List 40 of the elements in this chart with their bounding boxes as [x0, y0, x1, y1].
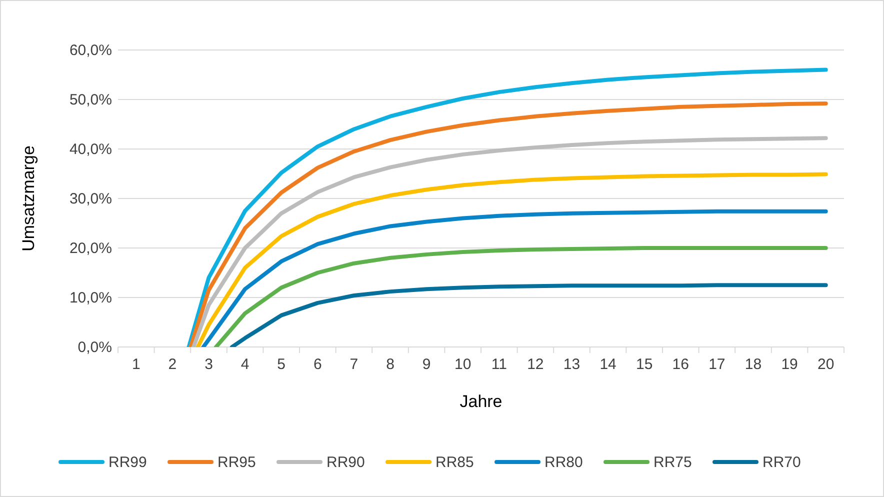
- x-tick-label: 8: [386, 356, 394, 373]
- legend-label: RR99: [108, 454, 147, 471]
- x-axis-title: Jahre: [460, 392, 502, 411]
- line-series: [214, 246, 828, 347]
- y-tick-label: 10,0%: [69, 290, 112, 306]
- line-series: [230, 283, 828, 347]
- x-tick-label: 5: [277, 356, 286, 373]
- y-axis-title: Umsatzmarge: [19, 146, 38, 252]
- x-tick-label: 15: [636, 356, 653, 373]
- legend-label: RR80: [544, 454, 583, 471]
- x-tick-label: 17: [708, 356, 726, 373]
- x-tick-label: 1: [132, 356, 140, 373]
- x-tick-label: 13: [563, 356, 580, 373]
- x-tick-label: 19: [781, 356, 798, 373]
- legend-label: RR70: [762, 454, 801, 471]
- x-tick-label: 3: [204, 356, 213, 373]
- y-tick-label: 0,0%: [78, 339, 112, 356]
- y-tick-label: 50,0%: [69, 92, 112, 108]
- x-tick-label: 14: [600, 356, 616, 373]
- x-tick-label: 2: [168, 356, 177, 373]
- legend-label: RR75: [654, 454, 692, 471]
- y-tick-label: 20,0%: [69, 240, 112, 257]
- x-tick-label: 9: [422, 356, 431, 373]
- x-tick-label: 18: [744, 356, 762, 373]
- line-series: [196, 172, 828, 347]
- x-tick-label: 6: [313, 356, 322, 373]
- legend-label: RR85: [436, 454, 474, 471]
- x-tick-label: 7: [350, 356, 358, 373]
- legend-label: RR95: [218, 454, 256, 471]
- y-tick-label: 30,0%: [69, 190, 112, 208]
- y-tick-label: 60,0%: [69, 42, 112, 59]
- line-series: [201, 209, 828, 347]
- x-tick-label: 10: [454, 356, 472, 373]
- x-tick-label: 16: [672, 356, 689, 373]
- y-tick-label: 40,0%: [69, 141, 112, 158]
- x-tick-label: 4: [240, 356, 250, 373]
- legend-label: RR90: [326, 454, 365, 471]
- x-tick-label: 20: [818, 356, 834, 373]
- x-tick-label: 11: [491, 356, 507, 373]
- x-tick-label: 12: [527, 356, 544, 373]
